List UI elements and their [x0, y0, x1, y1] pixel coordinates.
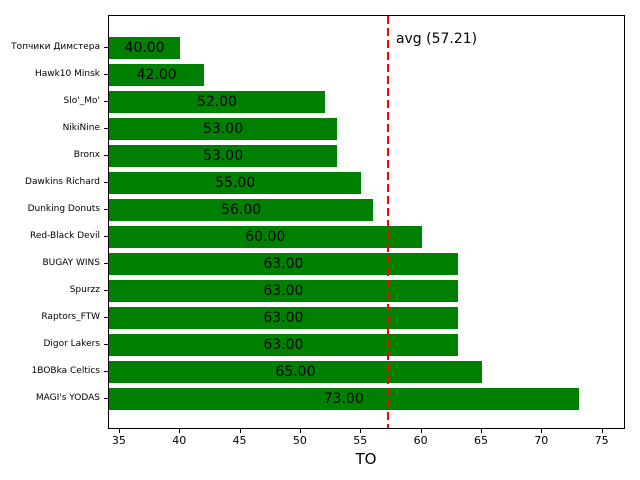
bar-value-label: 42.00 — [136, 67, 177, 83]
x-tick-mark — [118, 429, 120, 433]
y-tick-label: Digor Lakers — [43, 339, 100, 349]
bar: 63.00 — [109, 253, 458, 275]
bar-value-label: 52.00 — [196, 94, 238, 110]
bar-value-label: 65.00 — [275, 364, 316, 380]
x-tick-label: 55 — [353, 434, 368, 447]
bar: 56.00 — [109, 199, 374, 221]
x-tick-mark — [420, 429, 422, 433]
avg-line — [386, 16, 389, 428]
y-tick-label: NikiNine — [62, 123, 100, 133]
y-tick-label: Dunking Donuts — [27, 204, 100, 214]
y-tick-label: Raptors_FTW — [41, 312, 100, 322]
bar: 55.00 — [109, 172, 362, 194]
bar-value-label: 55.00 — [215, 175, 256, 191]
y-tick-mark — [104, 290, 108, 291]
x-tick-label: 70 — [534, 434, 549, 447]
bar: 73.00 — [109, 388, 579, 410]
x-tick-label: 40 — [172, 434, 187, 447]
y-tick-mark — [104, 263, 108, 264]
bar-value-label: 40.00 — [124, 40, 165, 56]
y-tick-mark — [104, 101, 108, 102]
x-tick-label: 65 — [473, 434, 488, 447]
x-axis-label: TO — [355, 450, 377, 468]
bar: 63.00 — [109, 307, 458, 329]
avg-line-label: avg (57.21) — [395, 31, 478, 47]
y-tick-label: Топчики Димстера — [11, 42, 100, 52]
y-tick-label: Hawk10 Minsk — [34, 69, 100, 79]
y-tick-label: MAGI's YODAS — [35, 393, 100, 403]
y-tick-mark — [104, 236, 108, 237]
x-tick-mark — [360, 429, 362, 433]
y-tick-label: 1BOBka Celtics — [31, 366, 100, 376]
x-tick-mark — [239, 429, 241, 433]
y-tick-mark — [104, 155, 108, 156]
y-tick-mark — [104, 209, 108, 210]
y-tick-label: Red-Black Devil — [29, 231, 100, 241]
bar: 65.00 — [109, 361, 482, 383]
bar: 52.00 — [109, 91, 326, 113]
bar-value-label: 53.00 — [203, 148, 244, 164]
y-tick-label: Slo'_Mo' — [63, 96, 100, 106]
y-tick-label: Spurzz — [69, 285, 100, 295]
bar-value-label: 53.00 — [203, 121, 244, 137]
bar-value-label: 63.00 — [263, 337, 304, 353]
bars-layer: 40.00 42.00 52.00 53.00 53.00 55.00 56.00 60.00… — [109, 16, 624, 428]
bar: 63.00 — [109, 280, 458, 302]
bar-value-label: 73.00 — [323, 391, 364, 407]
x-tick-mark — [480, 429, 482, 433]
x-tick-label: 45 — [232, 434, 247, 447]
x-tick-label: 60 — [413, 434, 428, 447]
bar-value-label: 63.00 — [263, 310, 304, 326]
x-tick-mark — [179, 429, 181, 433]
y-tick-label: Bronx — [73, 150, 100, 160]
x-tick-mark — [299, 429, 301, 433]
bar-value-label: 63.00 — [263, 283, 304, 299]
bar-value-label: 63.00 — [263, 256, 304, 272]
y-tick-mark — [104, 182, 108, 183]
y-tick-mark — [104, 344, 108, 345]
x-tick-label: 75 — [594, 434, 609, 447]
y-tick-mark — [104, 74, 108, 75]
x-tick-mark — [541, 429, 543, 433]
bar: 53.00 — [109, 145, 338, 167]
bar: 60.00 — [109, 226, 422, 248]
bar-value-label: 56.00 — [221, 202, 262, 218]
y-tick-mark — [104, 371, 108, 372]
y-tick-label: Dawkins Richard — [25, 177, 100, 187]
bar: 53.00 — [109, 118, 338, 140]
y-tick-label: BUGAY WINS — [42, 258, 100, 268]
y-tick-mark — [104, 398, 108, 399]
x-tick-mark — [601, 429, 603, 433]
bar: 63.00 — [109, 334, 458, 356]
bar: 40.00 — [109, 37, 181, 59]
y-tick-mark — [104, 128, 108, 129]
x-tick-label: 35 — [111, 434, 126, 447]
y-tick-mark — [104, 47, 108, 48]
bar-value-label: 60.00 — [245, 229, 286, 245]
x-tick-label: 50 — [292, 434, 307, 447]
y-tick-mark — [104, 317, 108, 318]
plot-area: 40.00 42.00 52.00 53.00 53.00 55.00 56.00 60.00… — [108, 15, 625, 429]
bar: 42.00 — [109, 64, 205, 86]
